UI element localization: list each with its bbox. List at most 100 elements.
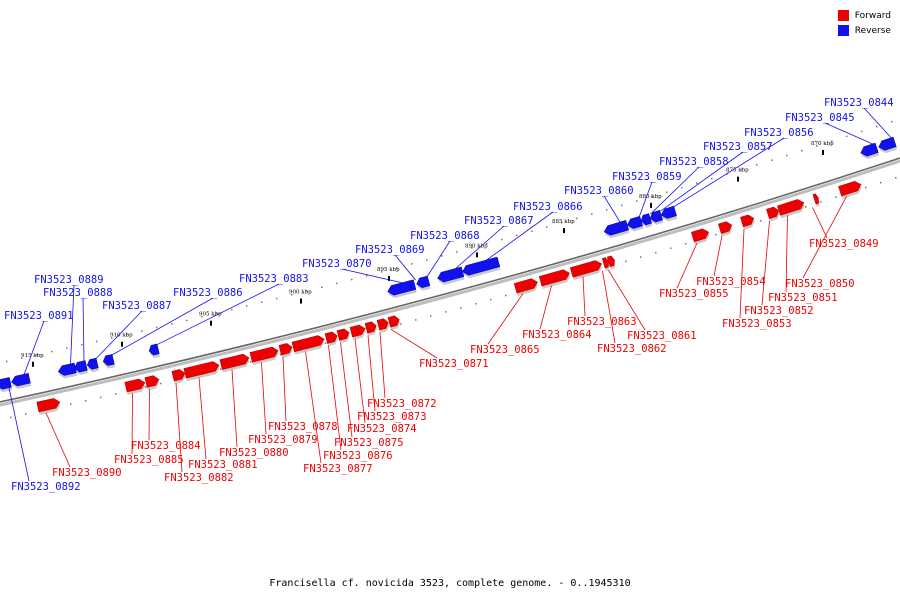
gene-glyph[interactable]	[538, 268, 572, 289]
gene-label[interactable]: FN3523_0851	[768, 292, 838, 304]
gene-label[interactable]: FN3523_0876	[323, 450, 393, 462]
gene-glyph[interactable]	[336, 328, 351, 344]
gene-label[interactable]: FN3523_0881	[188, 459, 258, 471]
gene-label[interactable]: FN3523_0888	[43, 287, 113, 299]
gene-glyph[interactable]	[376, 318, 390, 333]
gene-arrow[interactable]	[838, 180, 862, 197]
gene-glyph[interactable]	[144, 375, 161, 391]
gene-glyph[interactable]	[601, 257, 611, 271]
gene-arrow[interactable]	[183, 360, 220, 379]
gene-glyph[interactable]	[415, 275, 431, 292]
gene-label[interactable]: FN3523_0885	[114, 454, 184, 466]
gene-label[interactable]: FN3523_0887	[102, 300, 172, 312]
gene-glyph[interactable]	[278, 342, 294, 358]
gene-label[interactable]: FN3523_0849	[809, 238, 879, 250]
gene-label[interactable]: FN3523_0872	[367, 398, 437, 410]
gene-arrow[interactable]	[36, 397, 61, 413]
gene-glyph[interactable]	[36, 397, 62, 415]
gene-label[interactable]: FN3523_0877	[303, 463, 373, 475]
gene-arrow[interactable]	[73, 360, 88, 373]
gene-label[interactable]: FN3523_0890	[52, 467, 122, 479]
gene-glyph[interactable]	[513, 277, 539, 296]
gene-glyph[interactable]	[691, 227, 711, 245]
gene-glyph[interactable]	[73, 360, 89, 376]
gene-label[interactable]: FN3523_0861	[627, 330, 697, 342]
gene-label[interactable]: FN3523_0853	[722, 318, 792, 330]
gene-label[interactable]: FN3523_0886	[173, 287, 243, 299]
gene-glyph[interactable]	[877, 136, 898, 155]
gene-arrow[interactable]	[660, 205, 677, 220]
gene-glyph[interactable]	[660, 205, 678, 223]
gene-label[interactable]: FN3523_0875	[334, 437, 404, 449]
gene-arrow[interactable]	[812, 193, 820, 205]
gene-label[interactable]: FN3523_0891	[4, 310, 74, 322]
gene-glyph[interactable]	[859, 142, 880, 161]
gene-glyph[interactable]	[603, 220, 630, 239]
gene-arrow[interactable]	[387, 315, 401, 328]
gene-glyph[interactable]	[649, 210, 664, 226]
gene-label[interactable]: FN3523_0864	[522, 329, 592, 341]
gene-arrow[interactable]	[718, 220, 733, 234]
gene-glyph[interactable]	[171, 368, 187, 384]
gene-label[interactable]: FN3523_0892	[11, 481, 81, 493]
gene-label[interactable]: FN3523_0882	[164, 472, 234, 484]
gene-arrow[interactable]	[219, 353, 250, 370]
gene-arrow[interactable]	[877, 136, 897, 152]
gene-arrow[interactable]	[766, 206, 780, 220]
gene-arrow[interactable]	[461, 256, 501, 277]
gene-arrow[interactable]	[538, 268, 571, 287]
gene-label[interactable]: FN3523_0862	[597, 343, 667, 355]
gene-arrow[interactable]	[603, 220, 629, 236]
gene-glyph[interactable]	[640, 213, 653, 229]
gene-glyph[interactable]	[740, 214, 756, 230]
gene-label[interactable]: FN3523_0883	[239, 273, 309, 285]
gene-glyph[interactable]	[102, 354, 115, 369]
gene-label[interactable]: FN3523_0879	[248, 434, 318, 446]
gene-arrow[interactable]	[102, 354, 115, 366]
gene-label[interactable]: FN3523_0884	[131, 440, 201, 452]
gene-label[interactable]: FN3523_0850	[785, 278, 855, 290]
gene-glyph[interactable]	[766, 206, 781, 222]
gene-label[interactable]: FN3523_0873	[357, 411, 427, 423]
gene-label[interactable]: FN3523_0859	[612, 171, 682, 183]
gene-label[interactable]: FN3523_0845	[785, 112, 855, 124]
gene-glyph[interactable]	[148, 343, 160, 359]
gene-label[interactable]: FN3523_0844	[824, 97, 894, 109]
gene-glyph[interactable]	[606, 255, 617, 270]
gene-arrow[interactable]	[349, 324, 366, 338]
gene-arrow[interactable]	[569, 259, 603, 278]
gene-arrow[interactable]	[336, 328, 350, 341]
gene-label[interactable]: FN3523_0867	[464, 215, 534, 227]
gene-arrow[interactable]	[691, 227, 710, 243]
gene-glyph[interactable]	[291, 334, 326, 355]
gene-label[interactable]: FN3523_0852	[744, 305, 814, 317]
gene-label[interactable]: FN3523_0865	[470, 344, 540, 356]
gene-label[interactable]: FN3523_0868	[410, 230, 480, 242]
gene-arrow[interactable]	[626, 215, 643, 230]
gene-arrow[interactable]	[777, 198, 805, 216]
gene-glyph[interactable]	[10, 372, 32, 390]
gene-glyph[interactable]	[718, 220, 734, 237]
gene-label[interactable]: FN3523_0874	[347, 423, 417, 435]
gene-arrow[interactable]	[601, 257, 610, 269]
gene-glyph[interactable]	[626, 215, 644, 233]
gene-glyph[interactable]	[249, 346, 280, 366]
gene-glyph[interactable]	[386, 280, 413, 300]
gene-arrow[interactable]	[144, 375, 160, 388]
gene-label[interactable]: FN3523_0870	[302, 258, 372, 270]
gene-label[interactable]: FN3523_0866	[513, 201, 583, 213]
gene-glyph[interactable]	[436, 266, 465, 286]
gene-label[interactable]: FN3523_0857	[703, 141, 773, 153]
gene-arrow[interactable]	[415, 275, 431, 289]
gene-arrow[interactable]	[740, 214, 755, 228]
gene-arrow[interactable]	[649, 210, 663, 223]
gene-arrow[interactable]	[148, 343, 160, 356]
gene-label[interactable]: FN3523_0855	[659, 288, 729, 300]
gene-glyph[interactable]	[838, 180, 863, 199]
gene-label[interactable]: FN3523_0878	[268, 421, 338, 433]
gene-arrow[interactable]	[436, 266, 465, 283]
gene-label[interactable]: FN3523_0860	[564, 185, 634, 197]
gene-arrow[interactable]	[57, 362, 77, 377]
gene-label[interactable]: FN3523_0889	[34, 274, 104, 286]
gene-arrow[interactable]	[376, 318, 390, 331]
